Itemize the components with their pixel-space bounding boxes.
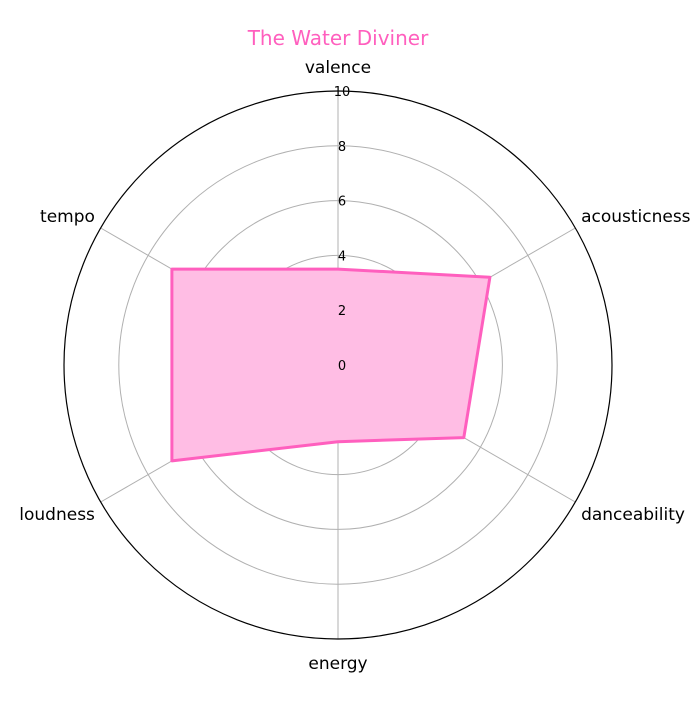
series-line bbox=[170, 267, 492, 463]
axis-label-danceability: danceability bbox=[581, 505, 685, 525]
axis-label-energy: energy bbox=[308, 654, 367, 674]
tick-label: 6 bbox=[338, 195, 346, 210]
chart-title: The Water Diviner bbox=[247, 26, 429, 50]
axis-labels: valence acousticness danceability energy lou… bbox=[19, 58, 690, 674]
axis-label-valence: valence bbox=[305, 58, 371, 78]
outer-frame bbox=[63, 90, 613, 640]
tick-label: 4 bbox=[338, 249, 346, 264]
axis-label-loudness: loudness bbox=[19, 505, 95, 525]
radial-tick-labels: 0 2 4 6 8 10 bbox=[334, 85, 351, 374]
axis-label-acousticness: acousticness bbox=[581, 207, 691, 227]
series-layer bbox=[170, 267, 492, 463]
tick-label: 10 bbox=[334, 85, 351, 100]
tick-label: 0 bbox=[338, 359, 346, 374]
tick-label: 2 bbox=[338, 304, 346, 319]
series-area bbox=[171, 269, 490, 461]
tick-label: 8 bbox=[338, 140, 346, 155]
axis-label-tempo: tempo bbox=[40, 207, 95, 227]
